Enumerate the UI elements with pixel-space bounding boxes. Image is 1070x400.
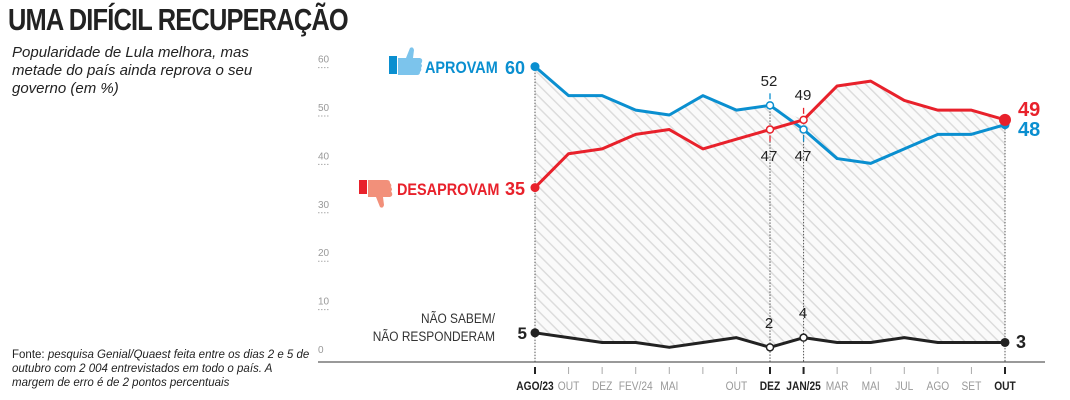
x-tick-label: MAI xyxy=(660,380,678,393)
hatched-area xyxy=(535,66,1005,348)
x-tick-label: JUL xyxy=(895,380,913,393)
y-tick-label: 30 xyxy=(318,200,330,211)
annotation-jan-approve: 47 xyxy=(795,148,812,165)
x-tick-label: MAR xyxy=(826,380,849,393)
x-tick-label: OUT xyxy=(994,380,1016,393)
thumbs-up-icon xyxy=(389,47,423,75)
data-point-disapprove xyxy=(530,183,540,193)
data-point-unknown xyxy=(1000,337,1010,347)
legend-approve-label: APROVAM xyxy=(425,59,498,77)
annotation-jan-disapprove: 49 xyxy=(795,87,812,104)
data-point-unknown xyxy=(765,343,775,352)
legend-disapprove-label: DESAPROVAM xyxy=(397,181,499,199)
legend-approve-value: 60 xyxy=(505,58,525,78)
source-note: Fonte: pesquisa Genial/Quaest feita entr… xyxy=(12,348,312,390)
legend-disapprove-value: 35 xyxy=(505,179,525,199)
data-point-approve xyxy=(530,62,540,72)
thumbs-down-icon xyxy=(359,180,393,208)
y-tick-label: 60 xyxy=(318,55,330,66)
y-tick-label: 0 xyxy=(318,345,324,356)
legend-unknown-label-2: NÃO RESPONDERAM xyxy=(373,328,495,344)
y-tick-label: 50 xyxy=(318,103,330,114)
data-point-disapprove xyxy=(999,113,1011,126)
y-tick-label: 20 xyxy=(318,248,330,259)
chart-title: UMA DIFÍCIL RECUPERAÇÃO xyxy=(8,2,349,37)
end-value-unknown: 3 xyxy=(1016,332,1026,352)
x-tick-label: MAI xyxy=(862,380,880,393)
annotation-dez-disapprove: 47 xyxy=(761,148,778,165)
x-tick-label: AGO/23 xyxy=(516,380,553,393)
x-tick-label: DEZ xyxy=(592,380,613,393)
data-point-approve xyxy=(799,125,808,134)
data-point-disapprove xyxy=(765,125,775,134)
x-tick-label: OUT xyxy=(558,380,580,393)
end-value-disapprove: 49 xyxy=(1018,99,1040,121)
data-point-approve xyxy=(765,101,775,110)
legend-unknown-label-1: NÃO SABEM/ xyxy=(421,310,495,326)
end-value-approve: 48 xyxy=(1018,119,1040,141)
y-tick-label: 40 xyxy=(318,151,330,162)
annotation-jan-unknown: 4 xyxy=(799,305,807,322)
chart-subtitle: Popularidade de Lula melhora, mas metade… xyxy=(12,44,253,97)
data-point-disapprove xyxy=(799,115,808,125)
x-tick-label: DEZ xyxy=(760,380,781,393)
x-tick-label: FEV/24 xyxy=(619,380,653,393)
x-tick-label: SET xyxy=(962,380,982,393)
source-label: Fonte: xyxy=(12,349,45,361)
legend-unknown-value: 5 xyxy=(518,324,527,343)
data-point-unknown xyxy=(799,333,808,342)
x-tick-label: OUT xyxy=(726,380,748,393)
data-point-unknown xyxy=(530,328,540,338)
x-tick-label: AGO xyxy=(927,380,950,393)
y-tick-label: 10 xyxy=(318,297,330,308)
source-text: pesquisa Genial/Quaest feita entre os di… xyxy=(12,349,310,389)
annotation-dez-unknown: 2 xyxy=(765,315,773,332)
x-tick-label: JAN/25 xyxy=(786,380,821,393)
annotation-dez-approve: 52 xyxy=(761,73,778,90)
